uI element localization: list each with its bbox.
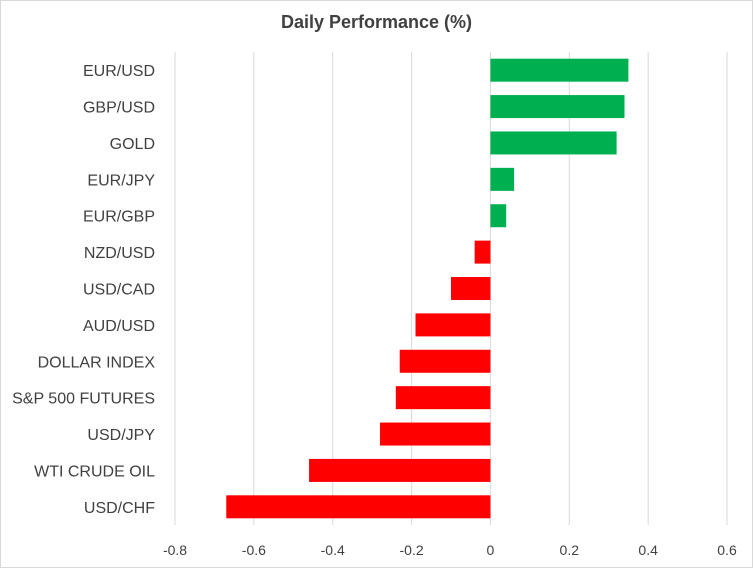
category-label: AUD/USD: [83, 318, 155, 335]
bar: [380, 422, 491, 446]
category-label: EUR/JPY: [87, 172, 155, 189]
bar: [490, 131, 617, 155]
x-tick-label: 0.4: [638, 542, 658, 558]
x-tick-label: -0.6: [242, 542, 266, 558]
bar: [226, 495, 491, 519]
category-label: DOLLAR INDEX: [38, 354, 156, 371]
chart-title: Daily Performance (%): [280, 12, 473, 32]
x-tick-label: -0.2: [400, 542, 424, 558]
x-tick-label: 0.2: [560, 542, 580, 558]
x-tick-label: 0: [487, 542, 495, 558]
category-label: EUR/GBP: [83, 209, 155, 226]
category-label: S&P 500 FUTURES: [12, 391, 155, 408]
x-tick-label: 0.6: [717, 542, 737, 558]
category-label: USD/CHF: [84, 500, 155, 517]
category-label: EUR/USD: [83, 63, 155, 80]
bar: [399, 349, 491, 373]
bar: [490, 167, 515, 191]
bar: [490, 204, 507, 228]
category-label: NZD/USD: [84, 245, 155, 262]
bar: [415, 313, 491, 337]
category-label: GBP/USD: [83, 100, 155, 117]
bar: [490, 58, 629, 82]
category-label: GOLD: [110, 136, 155, 153]
category-label: WTI CRUDE OIL: [34, 463, 155, 480]
bar: [395, 386, 491, 410]
category-label: USD/JPY: [87, 427, 155, 444]
bar: [474, 240, 491, 264]
bar: [451, 277, 491, 300]
bar: [490, 95, 625, 119]
bar: [309, 458, 491, 482]
x-tick-label: -0.4: [321, 542, 345, 558]
x-tick-label: -0.8: [163, 542, 187, 558]
category-label: USD/CAD: [83, 282, 155, 299]
